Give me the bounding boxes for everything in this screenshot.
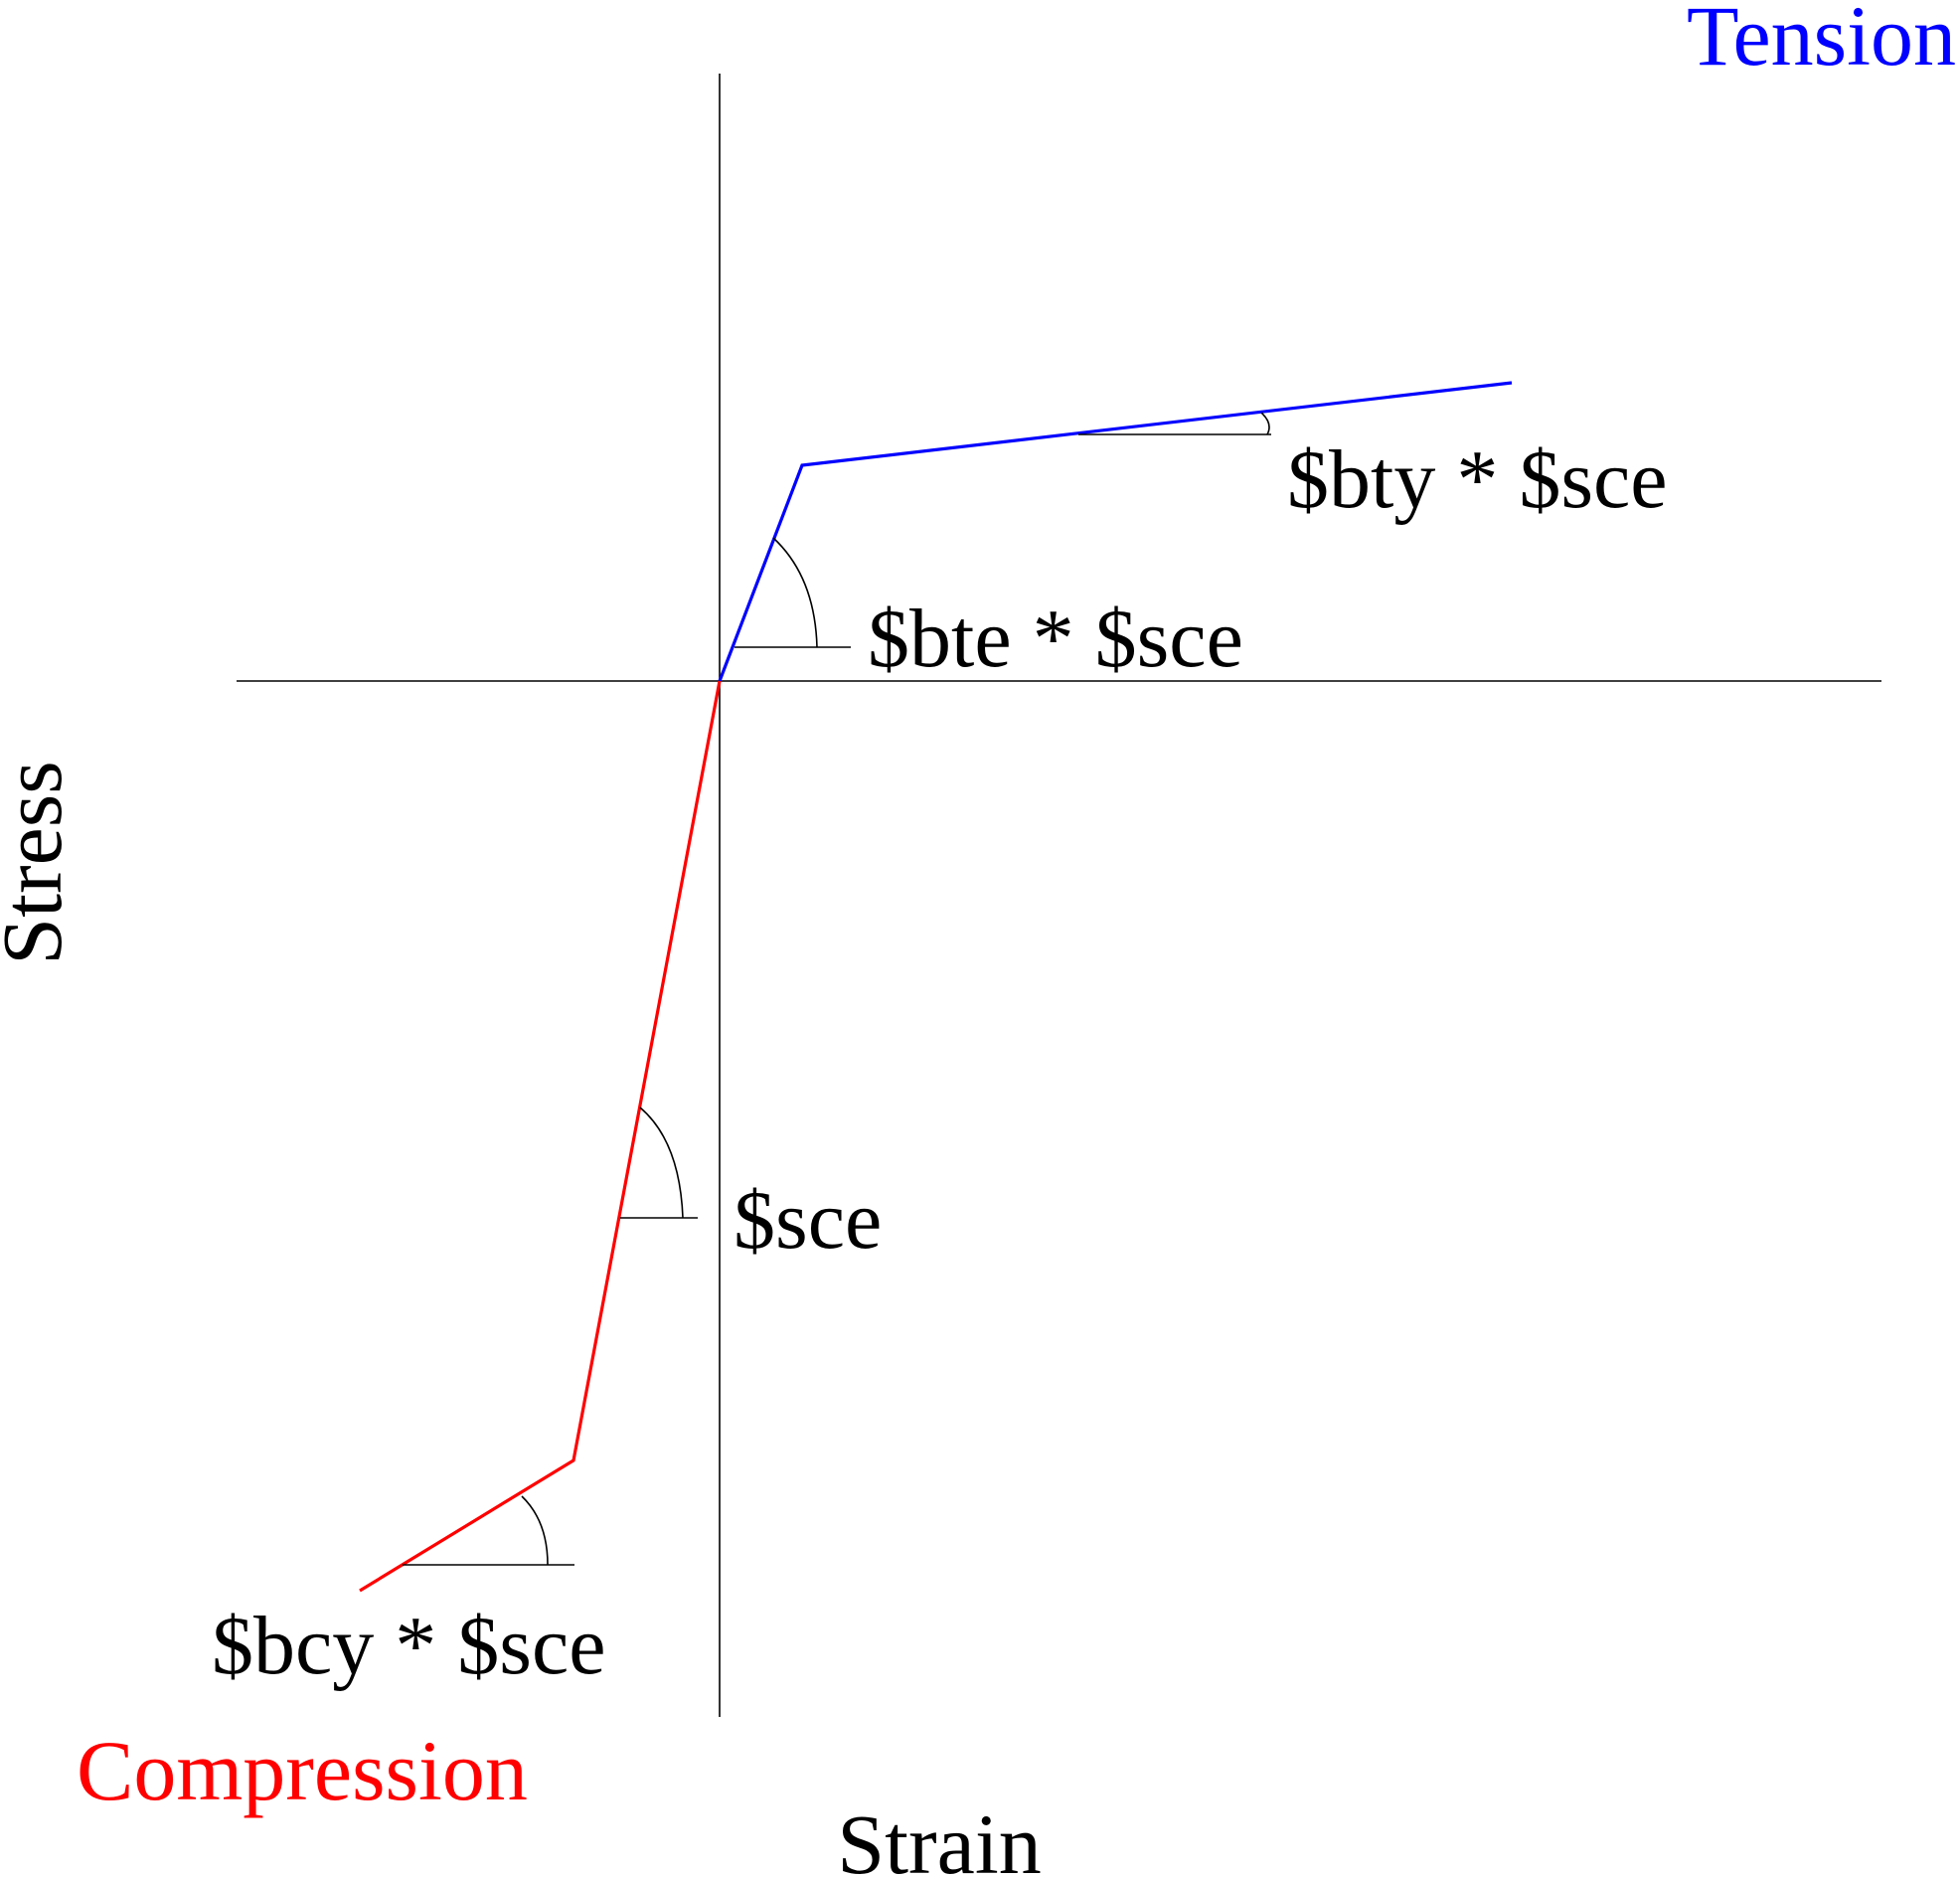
tension-branch [718, 381, 1513, 682]
sce-label: $sce [734, 1174, 882, 1267]
bty-label: $bty * $sce [1287, 433, 1668, 526]
sce-angle-indicator [620, 1107, 698, 1219]
bte-label: $bte * $sce [868, 593, 1243, 685]
bcy-angle-indicator [403, 1495, 574, 1566]
tension-label: Tension [1687, 0, 1956, 84]
bcy-label: $bcy * $sce [212, 1600, 606, 1692]
compression-branch [359, 680, 722, 1593]
bty-angle-indicator [1078, 412, 1271, 435]
compression-label: Compression [77, 1723, 528, 1818]
stress-axis-label: Stress [0, 761, 80, 964]
bte-angle-indicator [735, 537, 851, 648]
strain-axis-label: Strain [837, 1796, 1041, 1877]
